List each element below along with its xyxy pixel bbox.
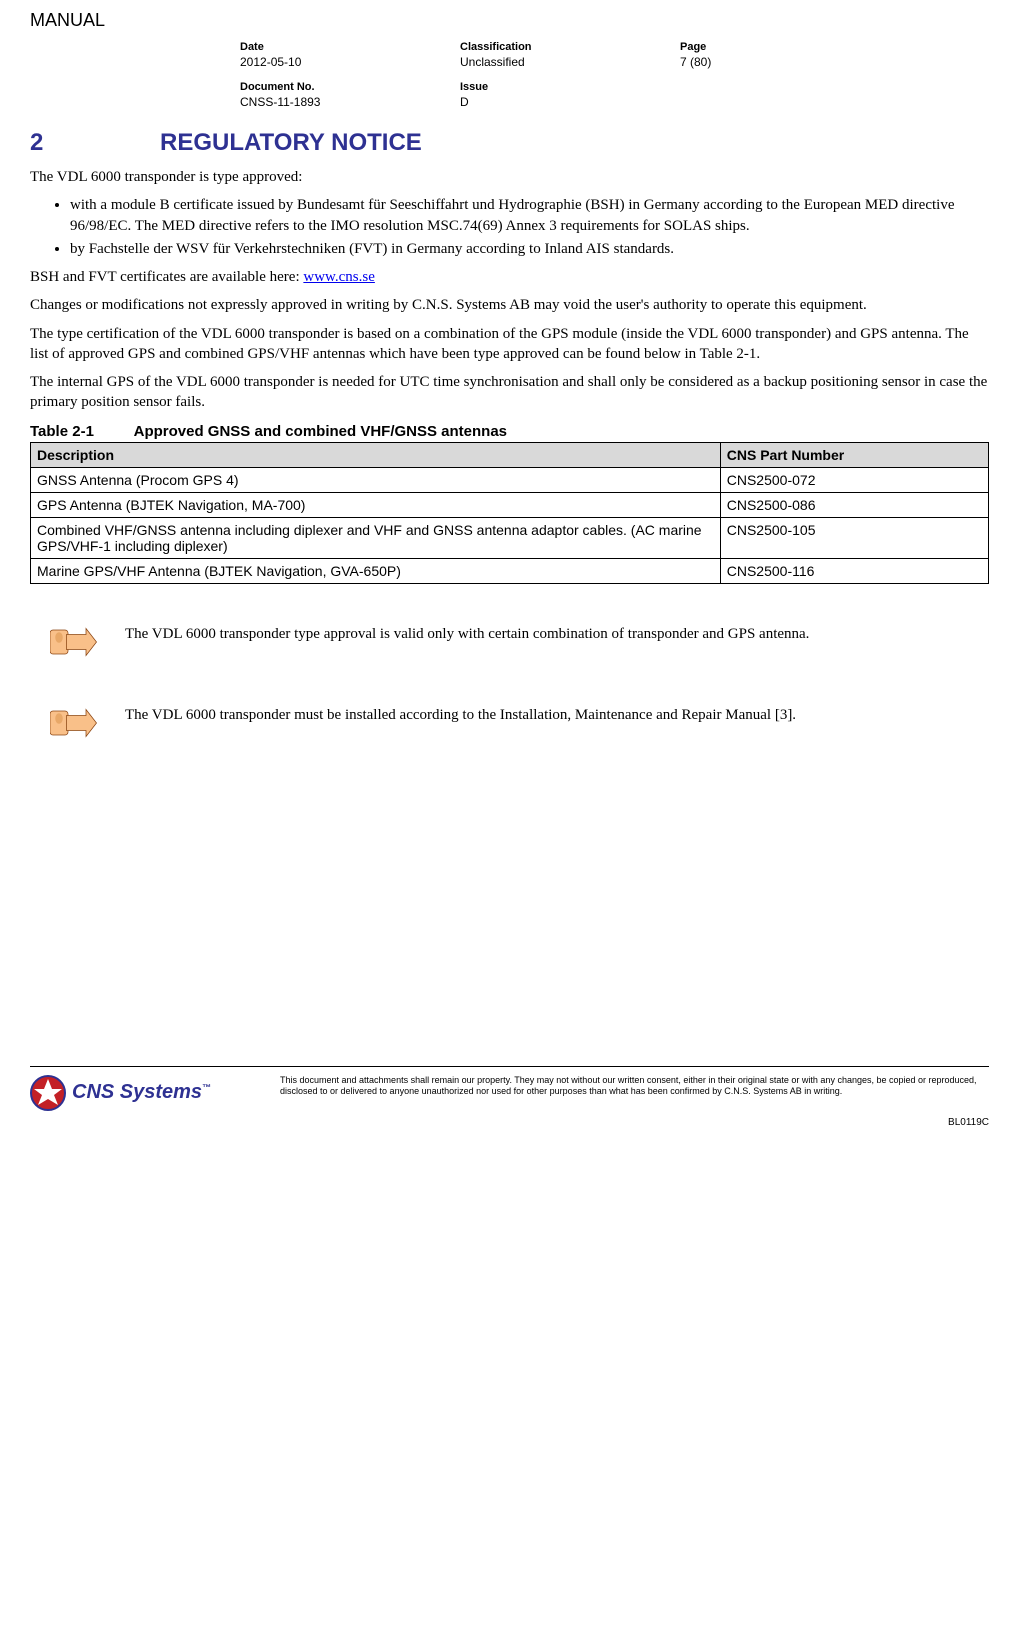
table-cell: CNS2500-086 [720, 492, 988, 517]
approval-bullets: with a module B certificate issued by Bu… [70, 195, 989, 259]
page-value: 7 (80) [680, 55, 900, 69]
footer-code: BL0119C [30, 1117, 989, 1128]
table-header-row: Description CNS Part Number [31, 442, 989, 467]
cert-text: BSH and FVT certificates are available h… [30, 269, 303, 285]
metadata-block: Date Classification Page 2012-05-10 Uncl… [240, 41, 989, 109]
note-text: The VDL 6000 transponder type approval i… [100, 624, 809, 665]
cert-link[interactable]: www.cns.se [303, 269, 375, 285]
classification-label: Classification [460, 41, 680, 53]
table-caption: Table 2-1 Approved GNSS and combined VHF… [30, 423, 989, 440]
table-cell: CNS2500-116 [720, 558, 988, 583]
table-cell: Combined VHF/GNSS antenna including dipl… [31, 517, 721, 558]
table-cell: GPS Antenna (BJTEK Navigation, MA-700) [31, 492, 721, 517]
list-item: by Fachstelle der WSV für Verkehrstechni… [70, 239, 989, 259]
docno-label: Document No. [240, 81, 460, 93]
table-cell: Marine GPS/VHF Antenna (BJTEK Navigation… [31, 558, 721, 583]
changes-paragraph: Changes or modifications not expressly a… [30, 295, 989, 315]
document-type: MANUAL [30, 10, 989, 31]
table-cell: CNS2500-072 [720, 467, 988, 492]
date-label: Date [240, 41, 460, 53]
table-cell: GNSS Antenna (Procom GPS 4) [31, 467, 721, 492]
table-cell: CNS2500-105 [720, 517, 988, 558]
issue-label: Issue [460, 81, 680, 93]
note-block: The VDL 6000 transponder must be install… [30, 705, 989, 746]
table-row: Marine GPS/VHF Antenna (BJTEK Navigation… [31, 558, 989, 583]
intro-paragraph: The VDL 6000 transponder is type approve… [30, 167, 989, 187]
logo-text: CNS Systems™ [72, 1081, 211, 1104]
table-header-cell: CNS Part Number [720, 442, 988, 467]
classification-value: Unclassified [460, 55, 680, 69]
cert-paragraph: BSH and FVT certificates are available h… [30, 267, 989, 287]
antenna-table: Description CNS Part Number GNSS Antenna… [30, 442, 989, 584]
note-text: The VDL 6000 transponder must be install… [100, 705, 796, 746]
issue-value: D [460, 95, 680, 109]
table-row: GPS Antenna (BJTEK Navigation, MA-700) C… [31, 492, 989, 517]
gps-paragraph: The internal GPS of the VDL 6000 transpo… [30, 372, 989, 413]
company-logo: CNS Systems™ [30, 1075, 260, 1111]
table-row: GNSS Antenna (Procom GPS 4) CNS2500-072 [31, 467, 989, 492]
table-header-cell: Description [31, 442, 721, 467]
page-label: Page [680, 41, 900, 53]
note-block: The VDL 6000 transponder type approval i… [30, 624, 989, 665]
legal-text: This document and attachments shall rema… [260, 1075, 989, 1098]
table-row: Combined VHF/GNSS antenna including dipl… [31, 517, 989, 558]
docno-value: CNSS-11-1893 [240, 95, 460, 109]
table-caption-number: Table 2-1 [30, 423, 130, 440]
section-title: REGULATORY NOTICE [160, 129, 422, 157]
table-caption-text: Approved GNSS and combined VHF/GNSS ante… [134, 423, 507, 440]
pointer-icon [30, 624, 100, 665]
section-heading: 2 REGULATORY NOTICE [30, 129, 989, 157]
typecert-paragraph: The type certification of the VDL 6000 t… [30, 324, 989, 365]
pointer-icon [30, 705, 100, 746]
list-item: with a module B certificate issued by Bu… [70, 195, 989, 236]
section-number: 2 [30, 129, 160, 157]
date-value: 2012-05-10 [240, 55, 460, 69]
footer: CNS Systems™ This document and attachmen… [30, 1066, 989, 1111]
